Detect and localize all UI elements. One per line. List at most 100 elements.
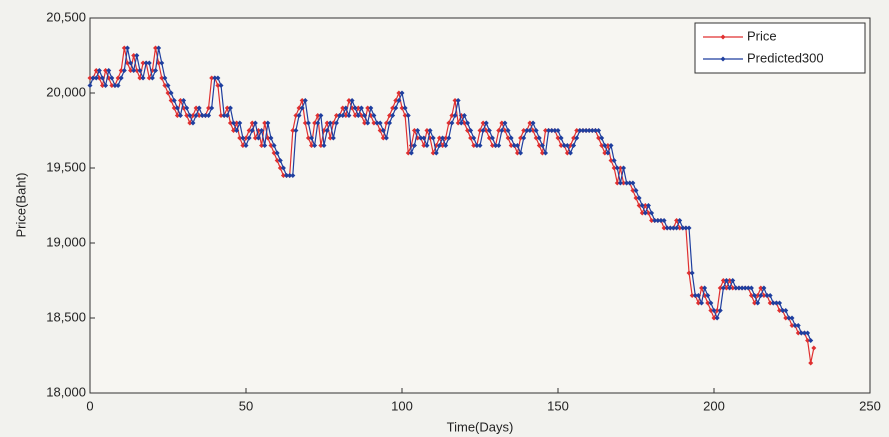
point-marker: [206, 105, 212, 111]
point-marker: [471, 135, 477, 141]
point-marker: [271, 150, 277, 156]
point-marker: [87, 75, 93, 81]
point-marker: [752, 293, 758, 298]
point-marker: [249, 128, 255, 133]
point-marker: [714, 315, 720, 321]
point-marker: [234, 128, 240, 133]
point-marker: [524, 128, 530, 133]
point-marker: [343, 105, 349, 111]
point-marker: [190, 113, 196, 118]
point-marker: [408, 150, 414, 156]
point-marker: [555, 135, 561, 141]
point-marker: [583, 128, 589, 133]
point-marker: [268, 135, 274, 141]
point-marker: [162, 83, 168, 88]
point-marker: [780, 308, 786, 313]
point-marker: [596, 128, 602, 133]
point-marker: [670, 225, 676, 231]
point-marker: [299, 98, 305, 103]
point-marker: [365, 120, 371, 126]
point-marker: [511, 143, 517, 148]
point-marker: [455, 120, 461, 126]
point-marker: [723, 285, 729, 291]
point-marker: [168, 90, 174, 96]
point-marker: [539, 150, 545, 156]
point-marker: [592, 128, 598, 133]
legend-marker: [720, 56, 726, 62]
point-marker: [717, 308, 723, 313]
point-marker: [358, 105, 364, 111]
point-marker: [128, 60, 134, 66]
point-marker: [171, 98, 177, 103]
point-marker: [633, 188, 639, 193]
point-marker: [190, 120, 196, 126]
point-marker: [624, 180, 630, 186]
point-marker: [411, 128, 417, 133]
point-marker: [692, 293, 698, 298]
point-marker: [468, 135, 474, 141]
point-marker: [677, 225, 683, 231]
point-marker: [243, 135, 249, 141]
point-marker: [514, 150, 520, 156]
point-marker: [680, 225, 686, 231]
point-marker: [468, 128, 474, 133]
point-marker: [465, 120, 471, 126]
point-marker: [393, 105, 399, 111]
point-marker: [720, 285, 726, 291]
point-marker: [461, 120, 467, 126]
point-marker: [546, 128, 552, 133]
point-marker: [436, 135, 442, 141]
point-marker: [436, 143, 442, 148]
point-marker: [608, 143, 614, 148]
series-line: [89, 47, 812, 341]
point-marker: [499, 120, 505, 126]
point-marker: [221, 113, 227, 118]
point-marker: [212, 75, 218, 81]
point-marker: [262, 120, 268, 126]
point-marker: [237, 120, 243, 126]
point-marker: [337, 113, 343, 118]
point-marker: [153, 68, 159, 73]
point-marker: [761, 285, 767, 291]
point-marker: [383, 135, 389, 141]
point-marker: [103, 68, 109, 73]
point-marker: [196, 113, 202, 118]
point-marker: [318, 113, 324, 118]
point-marker: [677, 218, 683, 223]
point-marker: [349, 98, 355, 103]
point-marker: [742, 285, 748, 291]
point-marker: [767, 293, 773, 298]
point-marker: [377, 120, 383, 126]
point-marker: [661, 218, 667, 223]
point-marker: [630, 188, 636, 193]
point-marker: [99, 75, 105, 81]
point-marker: [633, 195, 639, 201]
point-marker: [352, 113, 358, 118]
point-marker: [177, 98, 183, 103]
point-marker: [302, 120, 308, 126]
point-marker: [727, 278, 733, 283]
point-marker: [196, 105, 202, 111]
point-marker: [268, 143, 274, 148]
point-marker: [93, 75, 99, 81]
point-marker: [290, 173, 296, 178]
point-marker: [309, 135, 315, 141]
point-marker: [293, 113, 299, 118]
x-tick-label: 0: [86, 398, 93, 413]
point-marker: [231, 120, 237, 126]
point-marker: [589, 128, 595, 133]
point-marker: [686, 225, 692, 231]
point-marker: [193, 113, 199, 118]
point-marker: [533, 135, 539, 141]
point-marker: [371, 113, 377, 118]
point-marker: [243, 143, 249, 148]
point-marker: [755, 300, 761, 306]
point-marker: [636, 195, 642, 201]
point-marker: [365, 105, 371, 111]
point-marker: [324, 128, 330, 133]
point-marker: [405, 113, 411, 118]
point-marker: [789, 315, 795, 321]
point-marker: [530, 120, 536, 126]
point-marker: [227, 105, 233, 111]
point-marker: [240, 143, 246, 148]
